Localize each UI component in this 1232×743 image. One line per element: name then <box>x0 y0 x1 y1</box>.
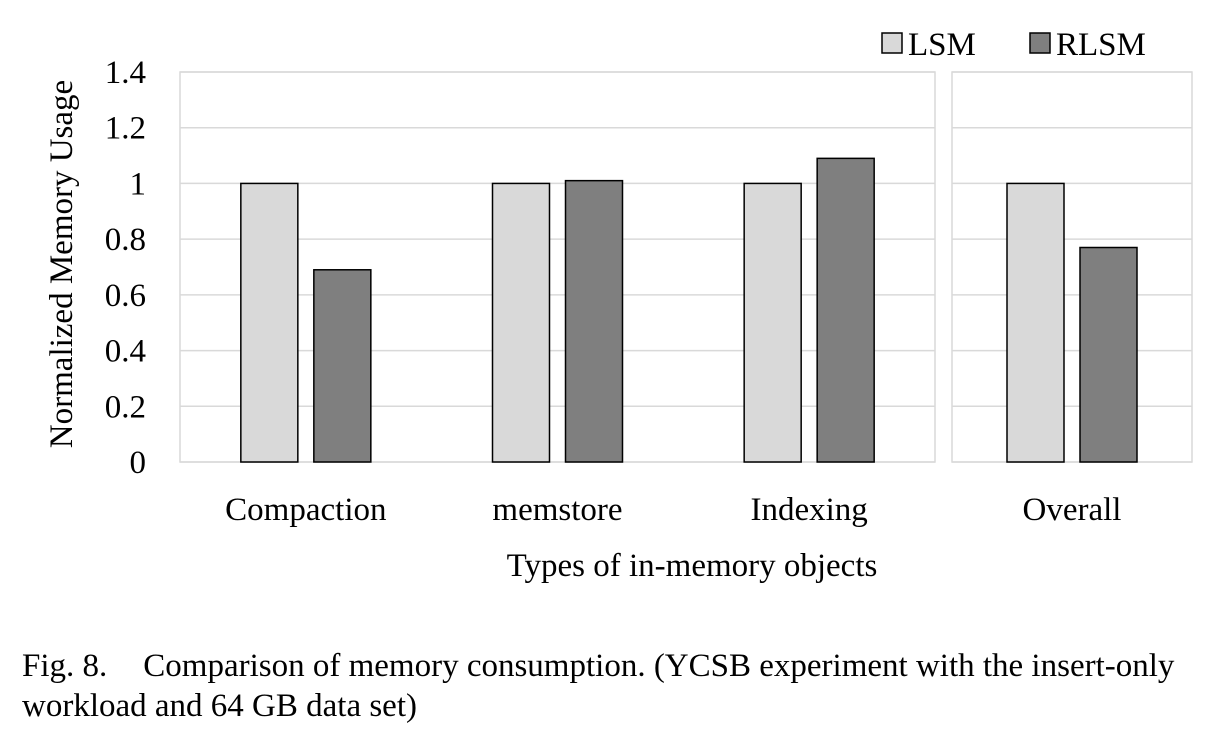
panel-frames <box>179 71 1193 463</box>
bar-lsm-indexing <box>743 182 802 463</box>
bar-lsm-compaction <box>240 182 299 463</box>
category-labels: Compaction memstore Indexing Overall <box>225 492 1121 528</box>
y-axis-label: Normalized Memory Usage <box>44 80 80 448</box>
y-tick-label: 0 <box>130 445 147 481</box>
memory-usage-chart: 0 0.2 0.4 0.6 0.8 1 1.2 1.4 Compaction memstore I… <box>44 27 1193 584</box>
y-tick-label: 0.2 <box>105 389 146 425</box>
legend-swatch-rlsm <box>1029 32 1051 54</box>
panel-frame <box>951 71 1193 463</box>
y-tick-labels: 0 0.2 0.4 0.6 0.8 1 1.2 1.4 <box>105 55 146 481</box>
caption-text: Comparison of memory consumption. (YCSB … <box>22 648 1175 724</box>
gridlines <box>180 71 1192 463</box>
panel-frame <box>179 71 936 463</box>
x-axis-label: Types of in-memory objects <box>507 548 878 584</box>
bar-rlsm-memstore <box>564 179 624 463</box>
figure-caption: Fig. 8. Comparison of memory consumption.… <box>22 646 1212 726</box>
legend-label-rlsm: RLSM <box>1056 27 1146 63</box>
y-tick-label: 1.2 <box>105 111 146 147</box>
bar-lsm-overall <box>1006 182 1065 463</box>
y-tick-label: 0.8 <box>105 222 146 258</box>
legend: LSM RLSM <box>881 27 1146 63</box>
category-label: Overall <box>1023 492 1122 528</box>
bar-rlsm-indexing <box>816 157 875 463</box>
bar-lsm-memstore <box>491 182 551 463</box>
y-tick-label: 0.4 <box>105 334 146 370</box>
category-label: memstore <box>492 492 622 528</box>
legend-swatch-lsm <box>881 32 903 54</box>
legend-label-lsm: LSM <box>908 27 976 63</box>
y-tick-label: 1 <box>130 166 147 202</box>
y-tick-label: 1.4 <box>105 55 146 91</box>
category-label: Indexing <box>751 492 868 528</box>
bar-rlsm-overall <box>1079 246 1138 463</box>
bar-rlsm-compaction <box>313 269 372 463</box>
category-label: Compaction <box>225 492 386 528</box>
figure-number: Fig. 8. <box>22 648 108 684</box>
y-tick-label: 0.6 <box>105 278 146 314</box>
bars <box>240 157 1138 463</box>
